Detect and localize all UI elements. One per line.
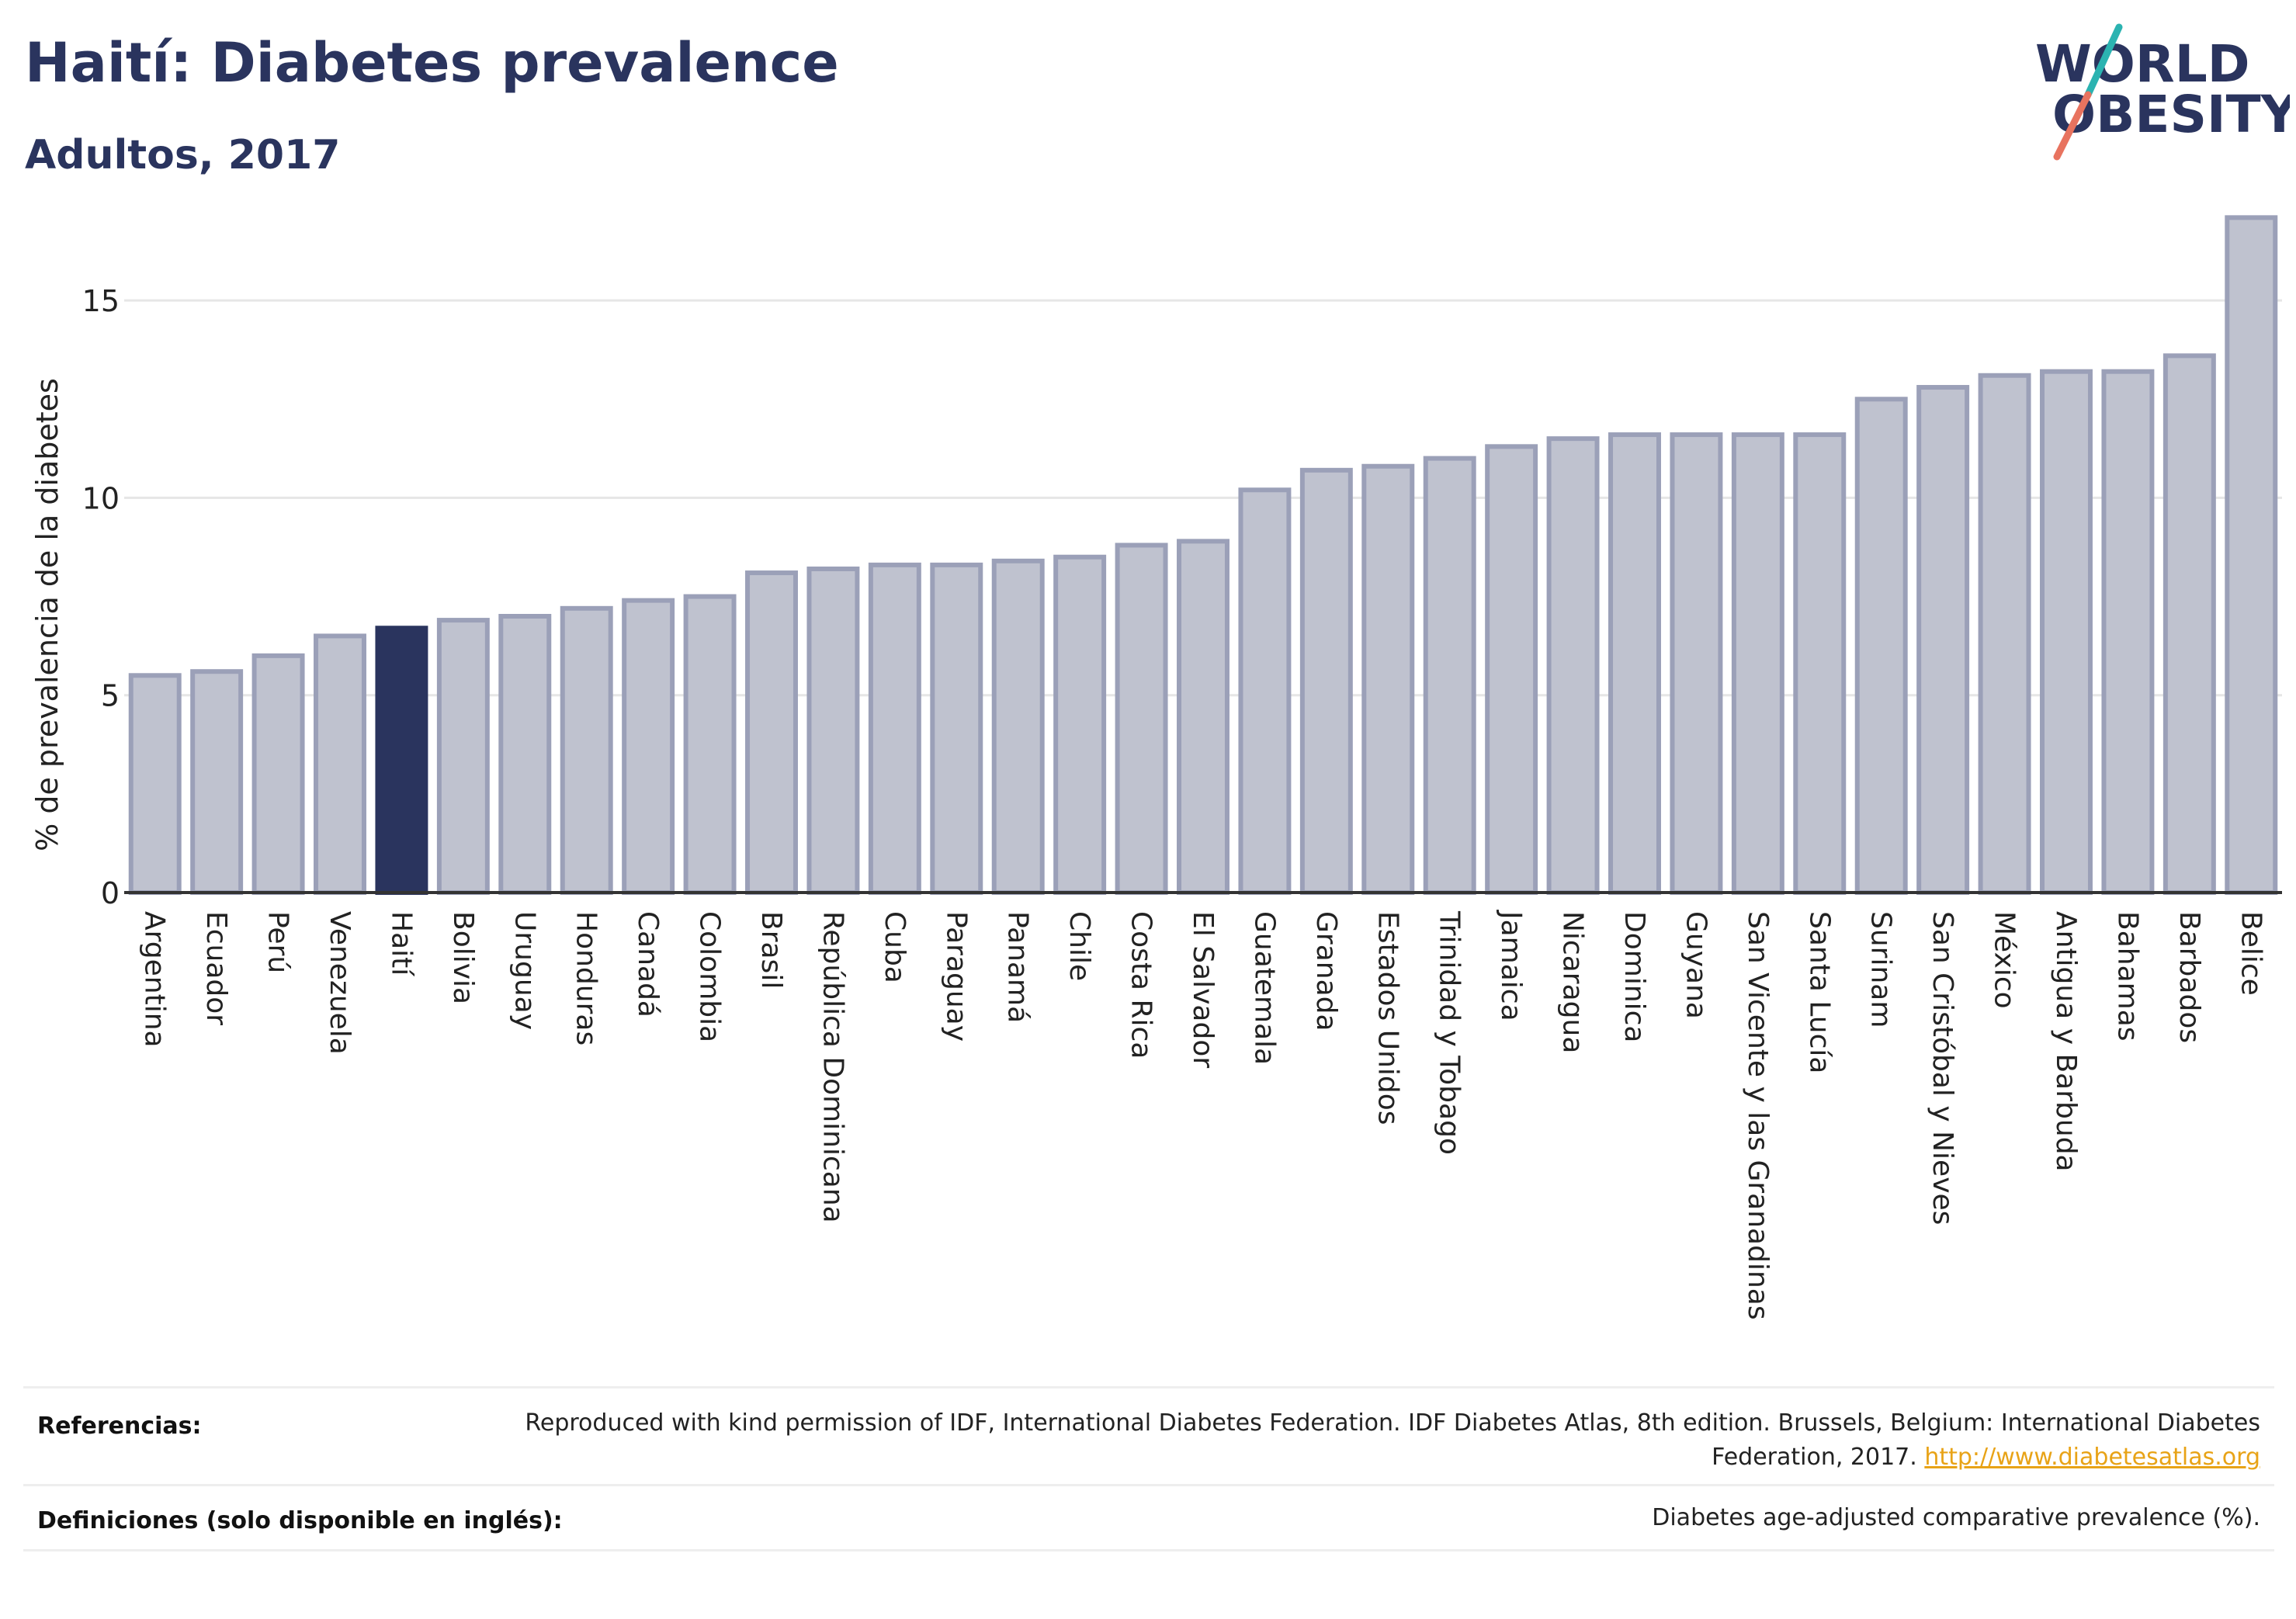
x-tick-label: Santa Lucía xyxy=(1803,911,1835,1073)
bar-guatemala xyxy=(1238,487,1292,895)
x-tick-label: Haití xyxy=(385,911,417,976)
bar-ecuador xyxy=(190,669,244,895)
bar-nicaragua xyxy=(1546,436,1600,895)
x-tick-label: Brasil xyxy=(755,911,787,989)
x-tick-label: Costa Rica xyxy=(1125,911,1157,1059)
x-tick-label: Perú xyxy=(262,911,294,973)
page-title: Haití: Diabetes prevalence xyxy=(25,31,839,95)
bar-san-vicente-y-las-granadinas xyxy=(1731,432,1784,895)
x-tick-label: Panamá xyxy=(1002,911,1034,1023)
x-tick-label: Nicaragua xyxy=(1557,911,1589,1053)
references-text: Reproduced with kind permission of IDF, … xyxy=(397,1406,2260,1475)
bar-chile xyxy=(1053,554,1107,895)
x-tick-label: Venezuela xyxy=(324,911,355,1055)
x-tick-label: Barbados xyxy=(2173,911,2205,1043)
x-tick-label: Canadá xyxy=(632,911,664,1018)
y-tick-label: 10 xyxy=(82,481,120,515)
x-tick-label: Cuba xyxy=(879,911,910,983)
references-link[interactable]: http://www.diabetesatlas.org xyxy=(1924,1444,2260,1471)
x-tick-label: Belice xyxy=(2235,911,2267,996)
references-body: Reproduced with kind permission of IDF, … xyxy=(525,1409,2260,1471)
bar-santa-lucía xyxy=(1793,432,1847,895)
x-tick-label: Guyana xyxy=(1680,911,1712,1019)
bar-argentina xyxy=(128,673,182,895)
x-tick-label: San Cristóbal y Nieves xyxy=(1927,911,1958,1225)
y-tick-label: 5 xyxy=(101,679,120,713)
bar-méxico xyxy=(1978,373,2031,895)
footer-rule-middle xyxy=(23,1484,2274,1486)
footer-rule-top xyxy=(23,1386,2274,1388)
x-tick-label: El Salvador xyxy=(1187,911,1219,1068)
bar-granada xyxy=(1299,467,1353,895)
bar-brasil xyxy=(745,570,798,895)
bar-honduras xyxy=(560,605,613,895)
bar-costa-rica xyxy=(1115,543,1168,895)
x-tick-label: Chile xyxy=(1063,911,1095,981)
x-tick-label: Bahamas xyxy=(2111,911,2143,1042)
bar-dominica xyxy=(1608,432,1661,895)
x-tick-label: Granada xyxy=(1310,911,1342,1031)
bar-canadá xyxy=(622,598,675,896)
x-tick-label: Antigua y Barbuda xyxy=(2050,911,2082,1172)
footer: Referencias: Reproduced with kind permis… xyxy=(23,1386,2274,1619)
y-tick-label: 0 xyxy=(101,876,120,910)
x-tick-label: Colombia xyxy=(694,911,726,1042)
x-tick-label: Jamaica xyxy=(1495,910,1527,1021)
bars-layer xyxy=(128,215,2278,896)
bar-belice xyxy=(2225,215,2278,896)
footer-rule-bottom xyxy=(23,1549,2274,1551)
bar-bolivia xyxy=(436,618,490,895)
bar-barbados xyxy=(2162,353,2216,896)
x-tick-label: México xyxy=(1989,911,2020,1009)
y-axis-label: % de prevalencia de la diabetes xyxy=(30,378,64,851)
bar-paraguay xyxy=(930,562,983,896)
page-subtitle: Adultos, 2017 xyxy=(25,132,341,179)
bar-perú xyxy=(251,653,305,895)
bar-el-salvador xyxy=(1177,539,1230,895)
x-tick-label: San Vicente y las Granadinas xyxy=(1742,911,1774,1320)
axis-layer: 0 5 10 15 Argentina Ecuador Perú Venezuela Haití… xyxy=(82,284,2282,1320)
x-tick-label: Ecuador xyxy=(200,911,232,1025)
bar-estados-unidos xyxy=(1361,463,1415,895)
x-tick-label: Bolivia xyxy=(447,911,479,1004)
bar-guyana xyxy=(1670,432,1723,895)
references-label: Referencias: xyxy=(37,1413,202,1440)
x-tick-label: Paraguay xyxy=(940,911,972,1042)
bar-colombia xyxy=(683,594,737,895)
definitions-text: Diabetes age-adjusted comparative preval… xyxy=(1652,1504,2260,1531)
x-tick-label: Uruguay xyxy=(508,911,540,1030)
x-tick-label: Trinidad y Tobago xyxy=(1434,910,1465,1155)
bar-antigua-y-barbuda xyxy=(2040,369,2093,895)
world-obesity-logo: WORLD OBESITY xyxy=(2035,23,2290,161)
x-tick-label: República Dominicana xyxy=(817,911,848,1223)
bar-uruguay xyxy=(498,614,552,895)
logo-slash-bottom xyxy=(2053,91,2092,161)
x-tick-label: Surinam xyxy=(1865,911,1897,1028)
x-tick-label: Dominica xyxy=(1618,911,1650,1043)
logo-slash-top xyxy=(2084,23,2123,99)
bar-surinam xyxy=(1854,397,1908,895)
bar-venezuela xyxy=(314,633,366,896)
bar-san-cristóbal-y-nieves xyxy=(1916,385,1970,895)
bar-haití xyxy=(375,626,428,895)
bar-cuba xyxy=(868,562,921,896)
bar-jamaica xyxy=(1485,444,1538,895)
x-tick-label: Guatemala xyxy=(1248,911,1280,1065)
x-tick-label: Honduras xyxy=(571,911,602,1045)
bar-chart: 0 5 10 15 Argentina Ecuador Perú Venezuela Haití… xyxy=(30,215,2282,1320)
y-tick-label: 15 xyxy=(82,284,120,318)
bar-bahamas xyxy=(2101,369,2155,895)
x-tick-label: Estados Unidos xyxy=(1372,911,1403,1125)
definitions-label: Definiciones (solo disponible en inglés)… xyxy=(37,1507,563,1534)
x-tick-label: Argentina xyxy=(139,911,171,1048)
bar-trinidad-y-tobago xyxy=(1423,456,1476,895)
logo-line-1: WORLD xyxy=(2035,34,2250,94)
bar-panamá xyxy=(991,558,1045,895)
bar-república-dominicana xyxy=(806,566,860,895)
